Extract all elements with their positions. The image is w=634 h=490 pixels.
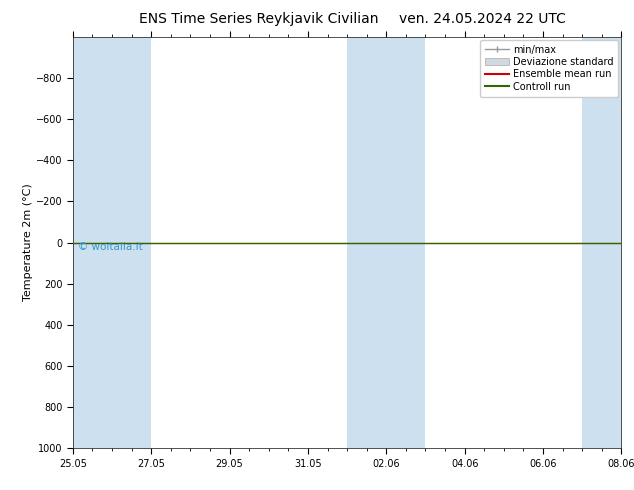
- Bar: [112, 37, 152, 448]
- Text: ENS Time Series Reykjavik Civilian: ENS Time Series Reykjavik Civilian: [139, 12, 379, 26]
- Text: ven. 24.05.2024 22 UTC: ven. 24.05.2024 22 UTC: [399, 12, 566, 26]
- Bar: [386, 37, 425, 448]
- Text: © woitalia.it: © woitalia.it: [79, 242, 143, 252]
- Bar: [347, 37, 386, 448]
- Y-axis label: Temperature 2m (°C): Temperature 2m (°C): [23, 184, 33, 301]
- Legend: min/max, Deviazione standard, Ensemble mean run, Controll run: min/max, Deviazione standard, Ensemble m…: [480, 40, 618, 97]
- Bar: [73, 37, 112, 448]
- Bar: [582, 37, 621, 448]
